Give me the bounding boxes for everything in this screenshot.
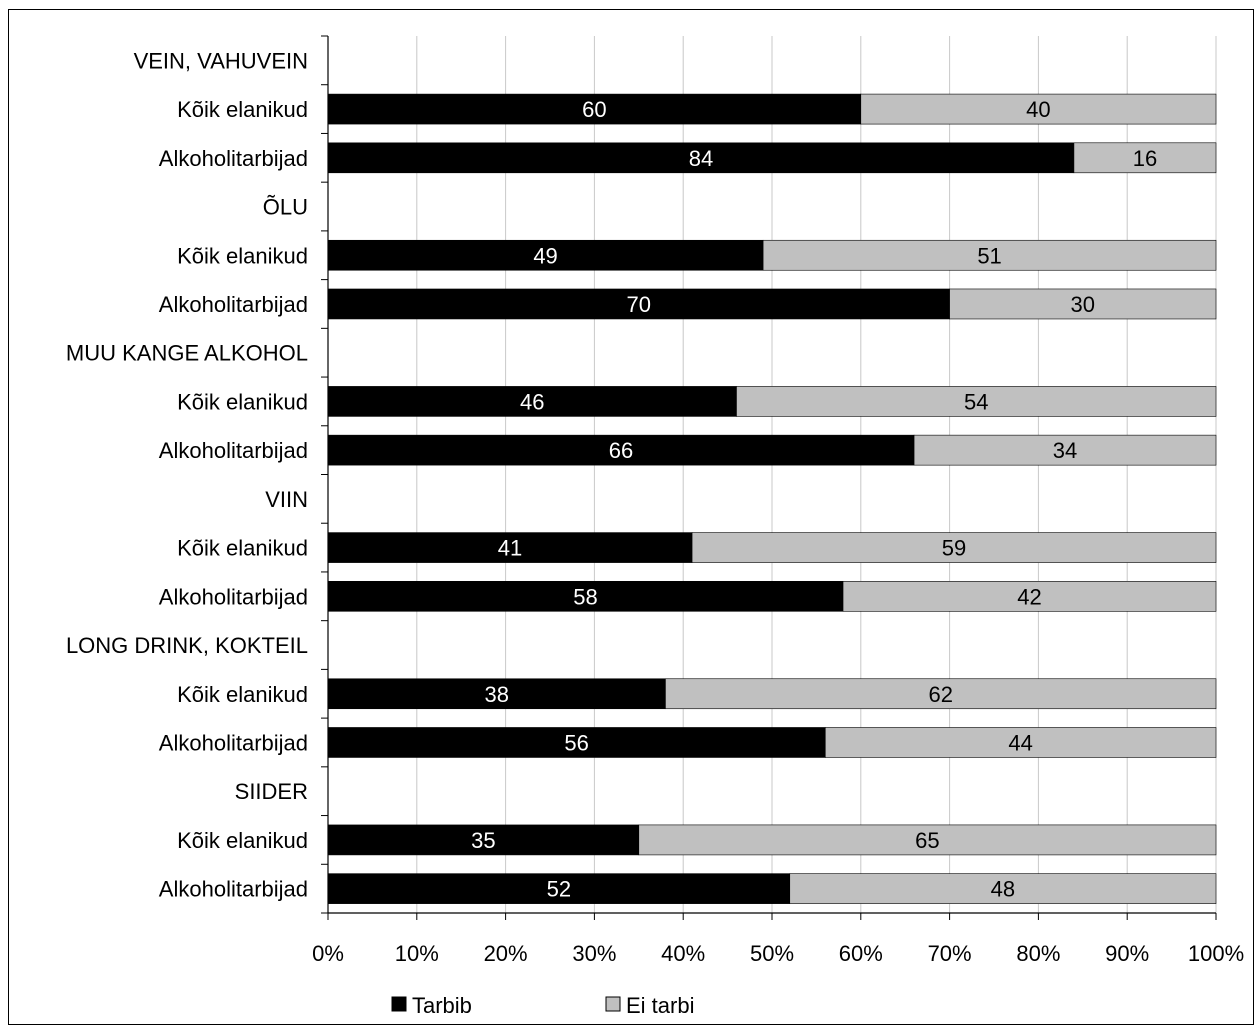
- bar-ei-tarbi: [913, 434, 1217, 466]
- legend-label-ei-tarbi: Ei tarbi: [626, 993, 694, 1018]
- category-label: VEIN, VAHUVEIN: [134, 48, 308, 73]
- x-tick-label: 60%: [839, 941, 883, 966]
- bar-ei-tarbi: [949, 288, 1217, 320]
- category-label: Kõik elanikud: [177, 243, 308, 268]
- data-label: 66: [609, 438, 633, 463]
- category-label: Alkoholitarbijad: [159, 877, 308, 902]
- data-label: 60: [582, 97, 606, 122]
- bar-tarbib: [327, 288, 950, 320]
- data-label: 62: [928, 682, 952, 707]
- x-tick-label: 0%: [312, 941, 344, 966]
- data-label: 70: [627, 292, 651, 317]
- data-label: 41: [498, 536, 522, 561]
- x-tick-label: 50%: [750, 941, 794, 966]
- bar-tarbib: [327, 434, 915, 466]
- data-label: 59: [942, 536, 966, 561]
- bar-ei-tarbi: [860, 93, 1217, 125]
- bar-tarbib: [327, 581, 844, 612]
- data-label: 42: [1017, 584, 1041, 609]
- category-label: Alkoholitarbijad: [159, 584, 308, 609]
- category-label: ÕLU: [263, 195, 308, 220]
- category-label: Kõik elanikud: [177, 97, 308, 122]
- data-label: 44: [1008, 730, 1032, 755]
- category-label: Kõik elanikud: [177, 682, 308, 707]
- data-label: 38: [484, 682, 508, 707]
- bar-ei-tarbi: [842, 581, 1217, 612]
- category-label: Alkoholitarbijad: [159, 438, 308, 463]
- bar-tarbib: [327, 824, 640, 856]
- category-label: Alkoholitarbijad: [159, 146, 308, 171]
- category-label: Kõik elanikud: [177, 828, 308, 853]
- category-label: Kõik elanikud: [177, 389, 308, 414]
- bar-ei-tarbi: [665, 678, 1217, 710]
- x-tick-label: 90%: [1105, 941, 1149, 966]
- x-tick-label: 80%: [1016, 941, 1060, 966]
- data-label: 49: [533, 243, 557, 268]
- data-label: 54: [964, 389, 988, 414]
- data-label: 58: [573, 584, 597, 609]
- data-label: 65: [915, 828, 939, 853]
- category-label: SIIDER: [235, 779, 308, 804]
- bar-ei-tarbi: [691, 532, 1217, 563]
- data-label: 51: [977, 243, 1001, 268]
- bar-tarbib: [327, 873, 791, 904]
- x-tick-label: 20%: [484, 941, 528, 966]
- data-label: 40: [1026, 97, 1050, 122]
- category-label: Alkoholitarbijad: [159, 730, 308, 755]
- bar-tarbib: [327, 532, 693, 563]
- bar-tarbib: [327, 142, 1075, 174]
- data-label: 16: [1133, 146, 1157, 171]
- bar-tarbib: [327, 727, 826, 758]
- x-tick-label: 70%: [928, 941, 972, 966]
- x-tick-label: 40%: [661, 941, 705, 966]
- data-label: 52: [547, 877, 571, 902]
- category-label: Alkoholitarbijad: [159, 292, 308, 317]
- bar-tarbib: [327, 678, 666, 710]
- bar-tarbib: [327, 386, 737, 417]
- legend-swatch-ei-tarbi: [605, 996, 621, 1012]
- category-label: LONG DRINK, KOKTEIL: [66, 633, 308, 658]
- x-tick-label: 10%: [395, 941, 439, 966]
- bar-ei-tarbi: [789, 873, 1217, 904]
- data-label: 46: [520, 389, 544, 414]
- category-label: Kõik elanikud: [177, 536, 308, 561]
- data-label: 34: [1053, 438, 1077, 463]
- legend-swatch-tarbib: [391, 996, 407, 1012]
- bar-ei-tarbi: [638, 824, 1217, 856]
- chart-frame: [8, 9, 1254, 1025]
- legend-label-tarbib: Tarbib: [412, 993, 472, 1018]
- bar-ei-tarbi: [824, 727, 1217, 758]
- bar-tarbib: [327, 239, 764, 271]
- data-label: 35: [471, 828, 495, 853]
- bar-ei-tarbi: [762, 239, 1217, 271]
- data-label: 48: [991, 877, 1015, 902]
- bar-ei-tarbi: [1073, 142, 1217, 174]
- data-label: 30: [1071, 292, 1095, 317]
- data-label: 56: [564, 730, 588, 755]
- category-label: VIIN: [265, 487, 308, 512]
- bar-ei-tarbi: [736, 386, 1217, 417]
- category-label: MUU KANGE ALKOHOL: [66, 341, 308, 366]
- data-label: 84: [689, 146, 713, 171]
- x-tick-label: 30%: [572, 941, 616, 966]
- x-tick-label: 100%: [1188, 941, 1244, 966]
